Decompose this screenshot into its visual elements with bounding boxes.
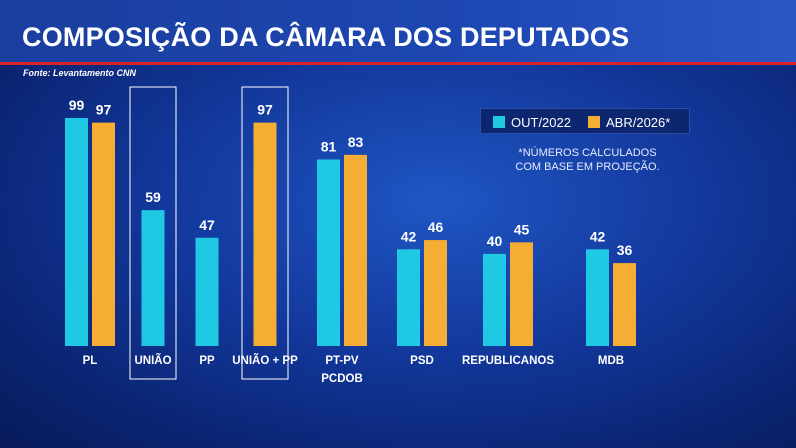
legend-label-series-2: ABR/2026* (606, 114, 671, 130)
bar-pt-pv-pcdob-series-2 (344, 154, 367, 346)
data-label-pl-series-2: 97 (96, 102, 112, 118)
bar-uniao-series-1 (141, 210, 165, 346)
title-divider (0, 62, 796, 65)
bar-pl-series-2 (92, 122, 115, 346)
projection-note: *NÚMEROS CALCULADOS COM BASE EM PROJEÇÃO… (500, 146, 675, 174)
data-label-pt-pv-pcdob-series-2: 83 (348, 134, 364, 150)
bar-psd-series-1 (397, 249, 420, 346)
bar-mdb-series-1 (586, 249, 609, 346)
bar-pt-pv-pcdob-series-1 (317, 159, 340, 346)
bar-psd-series-2 (424, 240, 447, 346)
data-label-pt-pv-pcdob-series-1: 81 (321, 138, 337, 154)
category-label-pl: PL (83, 355, 98, 367)
data-label-psd-series-1: 42 (401, 228, 417, 244)
source-label: Fonte: Levantamento CNN (23, 68, 137, 78)
data-label-republicanos-series-1: 40 (487, 233, 503, 249)
page-title: COMPOSIÇÃO DA CÂMARA DOS DEPUTADOS (22, 22, 630, 52)
data-label-mdb-series-1: 42 (590, 228, 606, 244)
data-label-uniao-pp-series-2: 97 (257, 102, 273, 118)
legend-label-series-1: OUT/2022 (511, 114, 571, 130)
category-label-pt-pv-pcdob-line-2: PCDOB (321, 373, 363, 385)
projection-note-line-2: COM BASE EM PROJEÇÃO. (515, 161, 660, 173)
highlight-frame-uniao-pp (241, 86, 289, 380)
legend-item-series-1: OUT/2022 (493, 114, 571, 130)
legend-swatch-series-1 (493, 116, 505, 128)
category-label-uniao: UNIÃO (134, 354, 171, 367)
legend-swatch-series-2 (588, 116, 600, 128)
data-label-mdb-series-2: 36 (617, 242, 633, 258)
bar-mdb-series-2 (613, 263, 636, 346)
projection-note-line-1: *NÚMEROS CALCULADOS (518, 147, 657, 159)
legend: OUT/2022 ABR/2026* (480, 108, 690, 134)
bar-pp-series-1 (195, 237, 219, 346)
category-label-uniao-pp: UNIÃO + PP (232, 354, 298, 367)
category-label-psd: PSD (410, 355, 434, 367)
bar-pl-series-1 (65, 118, 88, 346)
bar-uniao-pp-series-2 (253, 122, 277, 346)
category-label-pt-pv-pcdob-line-1: PT-PV (325, 355, 359, 367)
category-label-pp: PP (199, 355, 215, 367)
data-label-republicanos-series-2: 45 (514, 221, 530, 237)
bar-republicanos-series-1 (483, 253, 506, 346)
data-label-uniao-series-1: 59 (145, 189, 161, 205)
data-label-pp-series-1: 47 (199, 217, 215, 233)
highlight-frame-uniao (129, 86, 177, 380)
category-label-mdb: MDB (598, 355, 624, 367)
category-label-republicanos: REPUBLICANOS (462, 355, 554, 367)
title-bar (0, 0, 796, 62)
data-label-psd-series-2: 46 (428, 219, 444, 235)
legend-item-series-2: ABR/2026* (588, 114, 671, 130)
bar-republicanos-series-2 (510, 242, 533, 346)
data-label-pl-series-1: 99 (69, 97, 85, 113)
